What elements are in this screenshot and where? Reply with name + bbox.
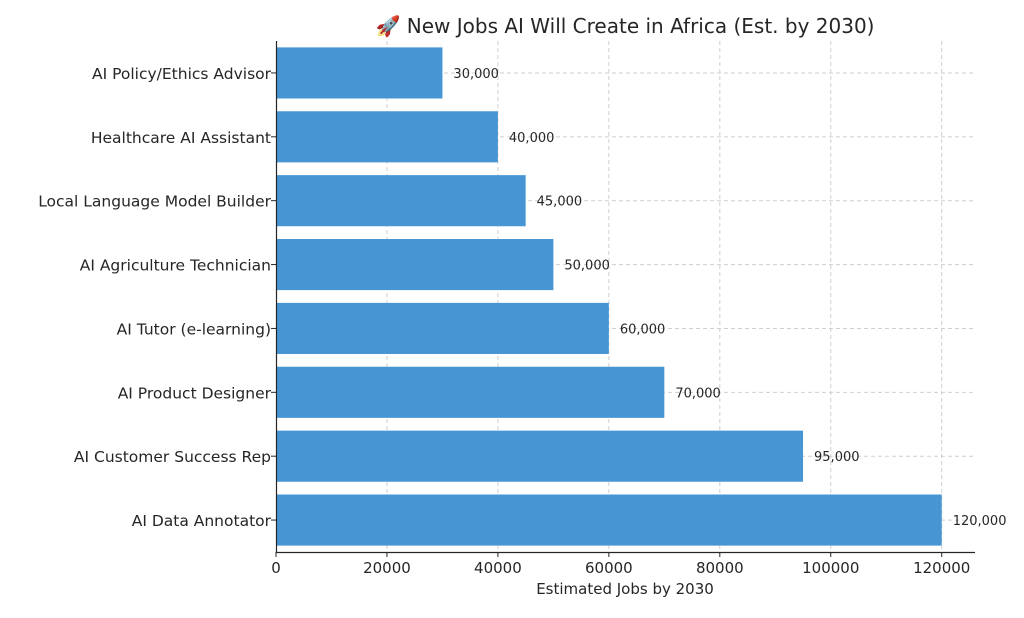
value-label: 30,000: [453, 67, 499, 82]
bar: [276, 495, 942, 546]
bar: [276, 431, 803, 482]
x-tick-label: 40000: [474, 559, 522, 577]
y-tick-labels: AI Data Annotator AI Customer Success Rep…: [38, 65, 276, 530]
y-tick-label: AI Policy/Ethics Advisor: [92, 65, 272, 83]
value-label: 45,000: [537, 195, 583, 210]
chart-title: 🚀 New Jobs AI Will Create in Africa (Est…: [376, 14, 875, 38]
value-label: 70,000: [675, 386, 721, 401]
bar: [276, 175, 526, 226]
x-tick-label: 100000: [802, 559, 859, 577]
y-tick-label: AI Data Annotator: [132, 512, 272, 530]
x-axis-label: Estimated Jobs by 2030: [536, 580, 714, 598]
x-tick-label: 0: [271, 559, 281, 577]
x-tick-label: 80000: [696, 559, 744, 577]
y-tick-label: AI Tutor (e-learning): [117, 320, 271, 338]
x-tick-label: 120000: [913, 559, 970, 577]
bar: [276, 111, 498, 162]
y-tick-label: AI Customer Success Rep: [74, 448, 271, 466]
value-label: 40,000: [509, 131, 555, 146]
value-label: 95,000: [814, 450, 860, 465]
value-label: 60,000: [620, 322, 666, 337]
value-label: 120,000: [953, 514, 1007, 529]
y-tick-label: AI Agriculture Technician: [80, 257, 271, 275]
x-tick-label: 60000: [585, 559, 633, 577]
y-tick-label: Local Language Model Builder: [38, 193, 271, 211]
y-tick-label: AI Product Designer: [118, 384, 272, 402]
value-label: 50,000: [564, 259, 610, 274]
x-ticks: 0 20000 40000 60000 80000 100000 120000: [271, 552, 970, 577]
bar: [276, 303, 609, 354]
bar: [276, 47, 442, 98]
bar: [276, 367, 664, 418]
x-tick-label: 20000: [363, 559, 411, 577]
y-tick-label: Healthcare AI Assistant: [91, 129, 271, 147]
bar: [276, 239, 553, 290]
